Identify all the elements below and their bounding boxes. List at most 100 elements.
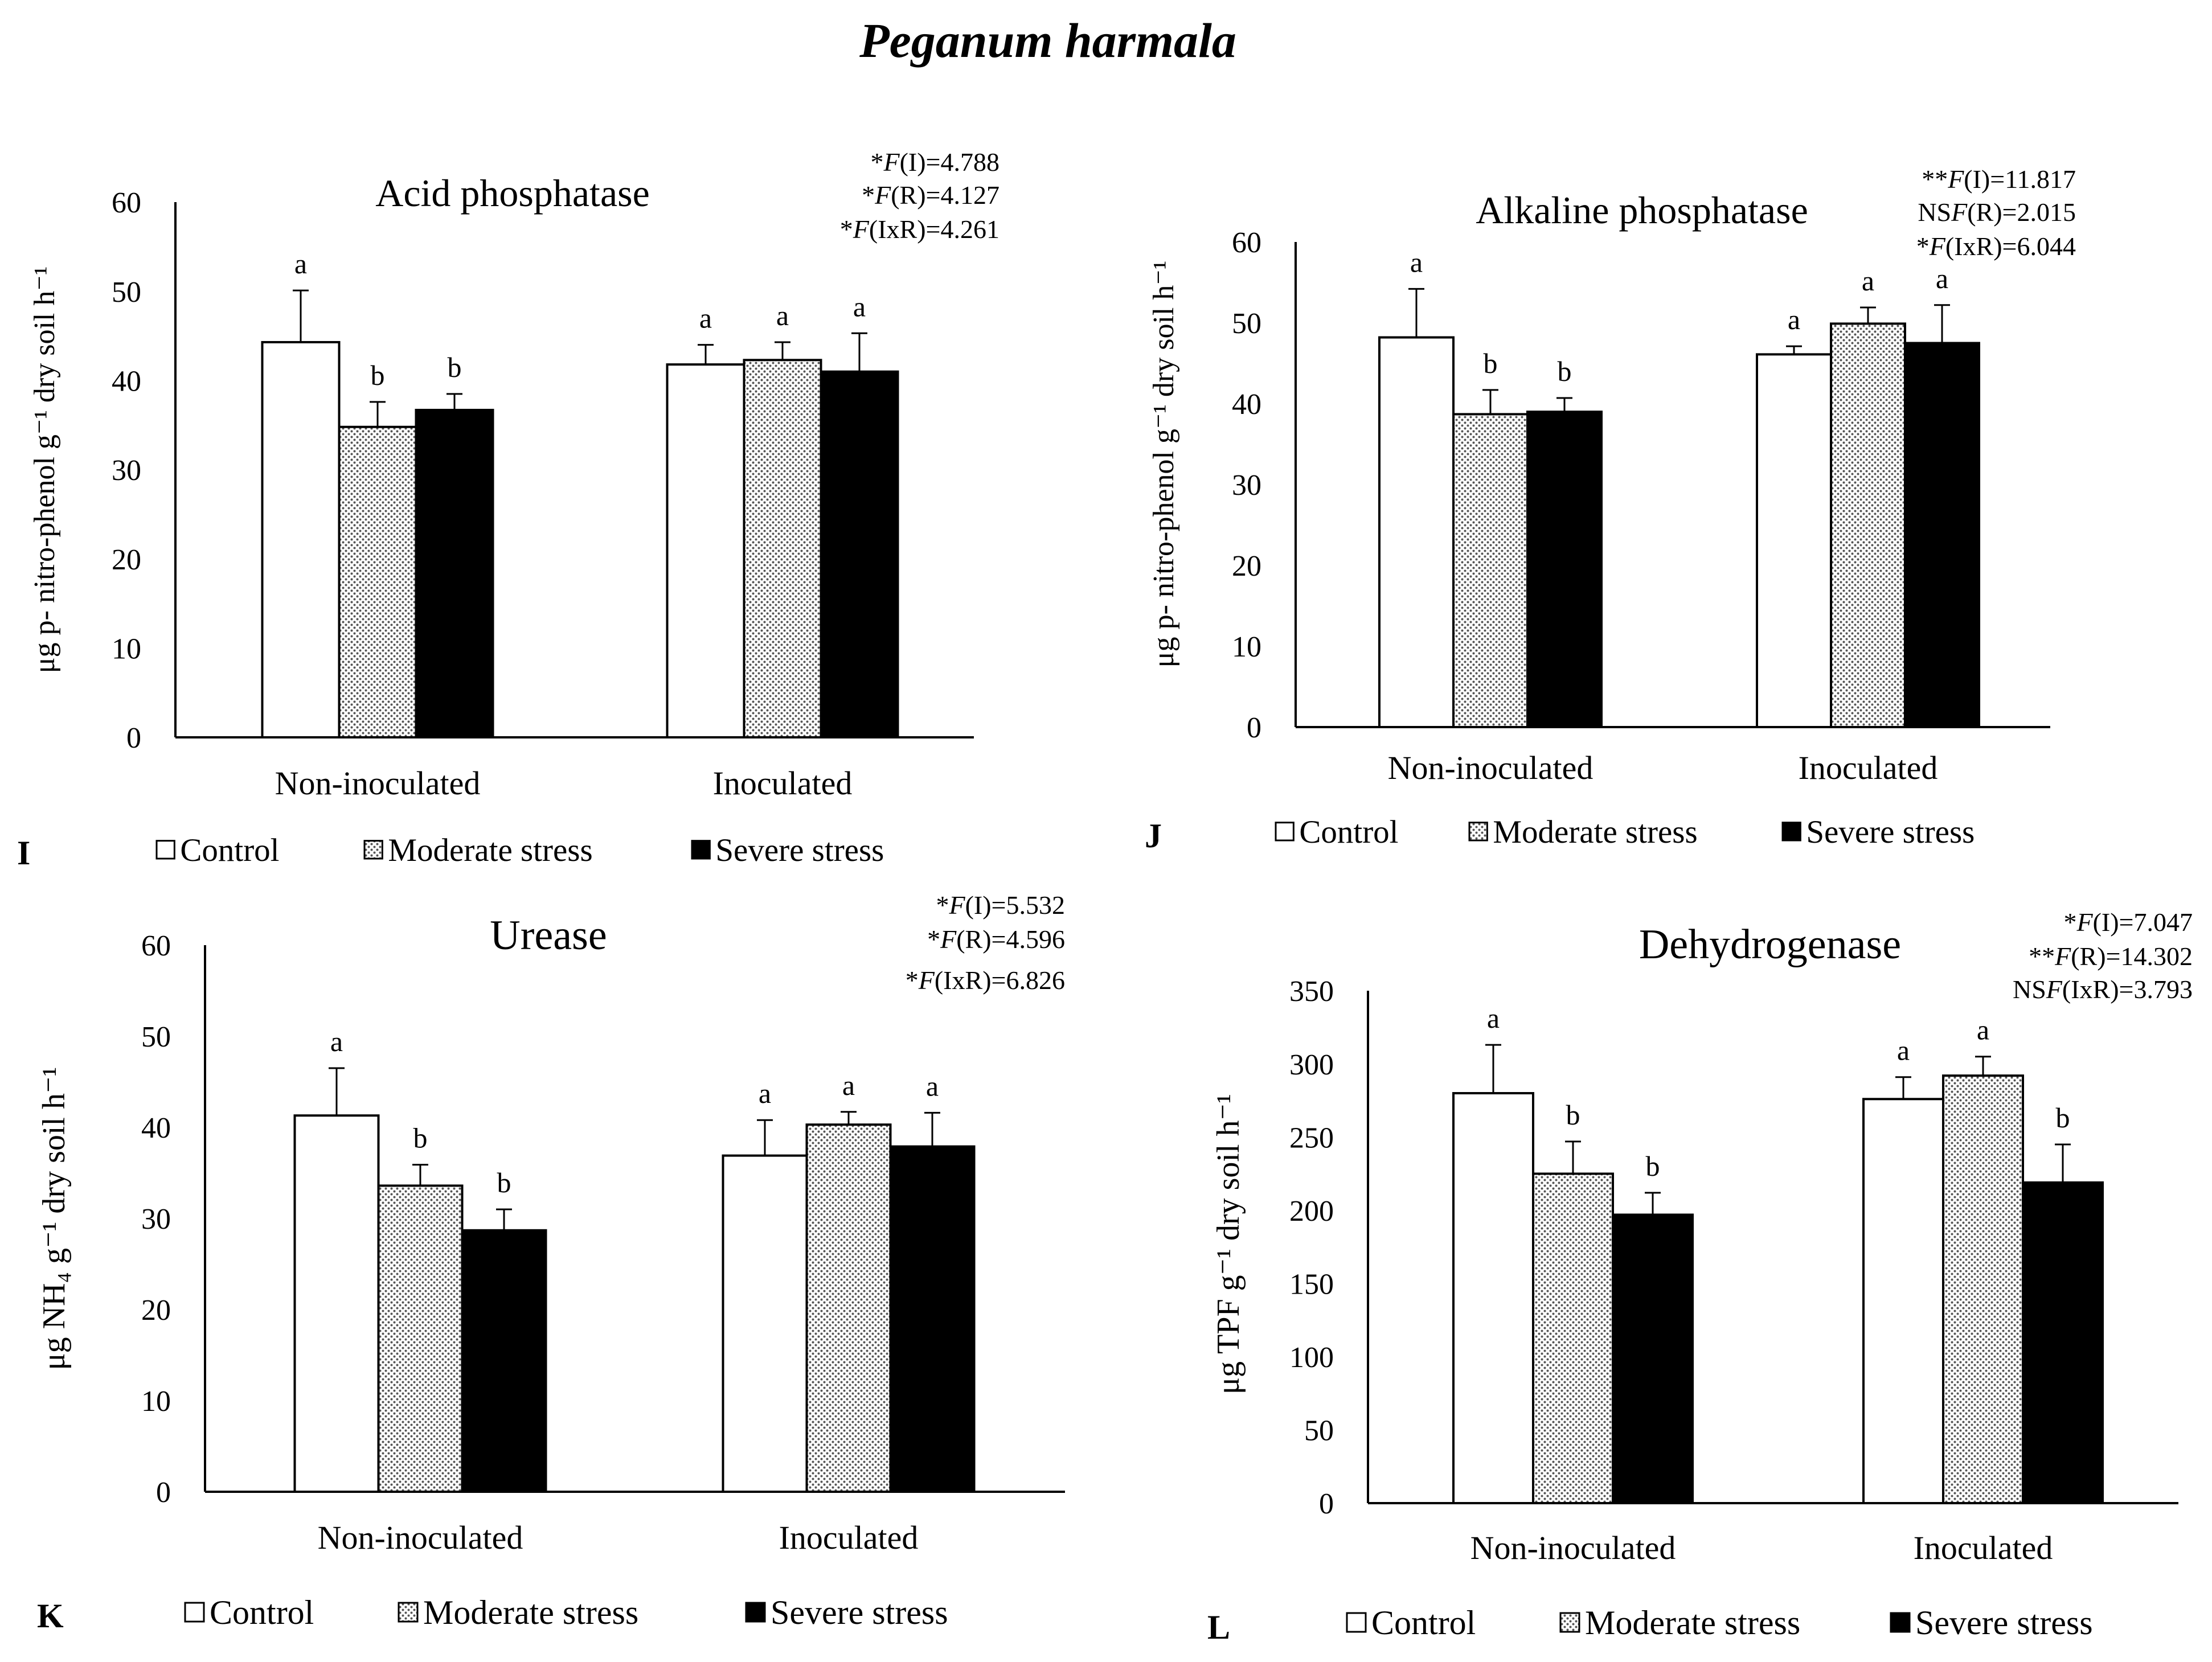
legend-swatch [1468,822,1488,842]
bar [889,1145,976,1493]
legend-swatch [1346,1612,1367,1633]
significance-letter: a [842,1069,855,1101]
stat-annotation: NSF(R)=2.015 [1918,198,2076,227]
bar [666,363,745,738]
legend-swatch [745,1602,766,1623]
y-tick-label: 0 [1319,1488,1334,1520]
bar [1452,413,1529,728]
y-tick-label: 250 [1289,1122,1334,1154]
significance-letter: b [1484,347,1498,379]
y-tick-label: 10 [112,633,141,666]
legend-label: Moderate stress [423,1594,638,1631]
bar [1532,1172,1614,1504]
legend-label: Severe stress [771,1594,948,1631]
y-tick-label: 20 [112,544,141,576]
chart-title: Urease [490,912,607,959]
bar [722,1154,808,1493]
stat-annotation: *F(I)=4.788 [870,147,1000,177]
legend-swatch [398,1602,419,1623]
legend-label: Severe stress [1915,1604,2093,1642]
y-tick-label: 50 [1304,1415,1334,1447]
x-category-label: Non-inoculated [275,765,481,802]
stat-annotation: *F(R)=4.127 [862,180,1000,210]
significance-letter: a [1862,265,1874,297]
x-category-label: Inoculated [1914,1529,2053,1566]
y-tick-label: 30 [1232,469,1261,502]
bar [820,370,899,738]
legend: Control Moderate stress Severe stress [1346,1604,2093,1642]
significance-letter: a [1936,262,1948,294]
bar [743,359,822,738]
chart-title: Dehydrogenase [1639,921,1901,968]
significance-letter: a [1977,1014,1989,1046]
legend-swatch [155,840,175,860]
y-tick-label: 150 [1289,1268,1334,1300]
x-category-label: Non-inoculated [1388,749,1594,786]
significance-letter: b [2056,1102,2070,1134]
y-tick-label: 50 [112,276,141,309]
panel-label: J [1145,817,1162,855]
significance-letter: a [926,1070,939,1102]
y-tick-label: 60 [1232,227,1261,259]
stat-annotation: *F(IxR)=4.261 [840,215,1000,244]
y-tick-label: 100 [1289,1341,1334,1374]
legend: Control Moderate stress Severe stress [155,832,884,868]
significance-letter: a [759,1077,771,1109]
legend-label: Control [1371,1604,1476,1642]
y-axis-label: μg p- nitro-phenol g⁻¹ dry soil h⁻¹ [28,266,61,674]
y-axis-label: μg NH₄ g⁻¹ dry soil h⁻¹ [36,1067,72,1370]
legend-swatch [1890,1612,1911,1633]
legend-swatch [1275,822,1295,842]
y-tick-label: 30 [112,454,141,487]
bar [1378,336,1455,728]
chart-title: Alkaline phosphatase [1476,188,1808,232]
panel-J: Alkaline phosphatase **F(I)=11.817 NSF(R)=… [1145,165,2076,855]
y-tick-label: 30 [141,1203,171,1236]
significance-letter: b [1558,355,1572,387]
legend-label: Moderate stress [388,832,592,868]
significance-letter: b [1566,1099,1580,1131]
stat-annotation: *F(IxR)=6.044 [1916,232,2076,261]
y-tick-label: 350 [1289,975,1334,1008]
y-tick-label: 20 [1232,550,1261,582]
panel-L: Dehydrogenase *F(I)=7.047 **F(R)=14.302 NSF… [1207,908,2193,1646]
significance-letter: b [413,1122,428,1154]
legend-label: Control [210,1594,314,1631]
significance-letter: b [497,1167,511,1199]
legend-swatch [691,840,711,860]
y-tick-label: 0 [126,722,141,754]
panel-label: L [1207,1608,1230,1646]
panel-K: Urease *F(I)=5.532 *F(R)=4.596 *F(IxR)=6.82… [36,890,1065,1635]
legend-swatch [363,840,383,860]
bar [377,1184,464,1493]
y-tick-label: 40 [141,1112,171,1144]
significance-letter: a [294,248,307,280]
bar [415,409,494,738]
legend-label: Moderate stress [1493,814,1697,850]
significance-letter: a [776,299,789,331]
x-category-label: Inoculated [1799,749,1938,786]
y-tick-label: 10 [141,1385,171,1418]
bar [1862,1098,1944,1505]
y-tick-label: 10 [1232,631,1261,663]
panel-I: Acid phosphatase *F(I)=4.788*F(R)=4.127 *F… [17,147,1000,872]
significance-letter: a [1410,246,1423,278]
bar [1612,1213,1694,1504]
y-tick-label: 50 [1232,307,1261,340]
stat-annotation: **F(R)=14.302 [2029,942,2193,971]
y-axis-label: μg TPF g⁻¹ dry soil h⁻¹ [1211,1094,1246,1394]
y-tick-label: 20 [141,1294,171,1327]
bar [805,1123,892,1493]
bar [338,425,417,738]
significance-letter: a [853,290,866,322]
bar [1904,342,1980,728]
bar [2022,1181,2104,1505]
legend-label: Control [180,832,279,868]
x-category-label: Non-inoculated [318,1519,523,1556]
x-category-label: Inoculated [713,765,853,802]
y-tick-label: 50 [141,1021,171,1053]
significance-letter: a [699,302,712,334]
legend-label: Control [1299,814,1398,850]
significance-letter: a [1487,1002,1500,1034]
